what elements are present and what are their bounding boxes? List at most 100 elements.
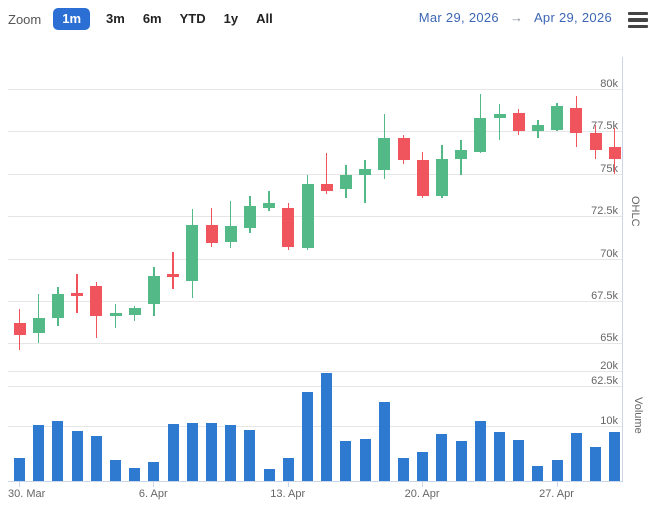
x-axis-tick [153,481,155,487]
volume-bar[interactable] [513,440,525,481]
right-axis-line [622,57,623,481]
hamburger-menu-icon[interactable] [628,12,648,28]
candle[interactable] [320,183,333,191]
price-grid-line [8,385,622,387]
price-tick-label: 77.5k [591,120,618,133]
volume-bar[interactable] [263,468,275,481]
range-button-1y[interactable]: 1y [222,8,240,30]
candle[interactable] [589,133,602,151]
volume-bar[interactable] [225,425,237,481]
candle[interactable] [282,207,295,247]
volume-bar[interactable] [167,423,179,481]
candle[interactable] [109,312,122,317]
candle[interactable] [51,294,64,318]
volume-bar[interactable] [398,458,409,481]
volume-bar[interactable] [551,460,563,481]
range-button-3m[interactable]: 3m [104,8,127,30]
zoom-label: Zoom [8,11,42,27]
volume-tick-label: 10k [600,415,618,427]
volume-bar[interactable] [14,457,25,481]
date-from-input[interactable]: Mar 29, 2026 [418,10,499,25]
candle[interactable] [263,202,276,208]
volume-bar[interactable] [494,432,505,481]
price-tick-label: 72.5k [591,205,618,218]
candle[interactable] [301,183,314,249]
volume-bar[interactable] [532,465,544,481]
volume-bar[interactable] [282,458,294,481]
price-axis-title: OHLC [629,196,641,227]
candle[interactable] [339,175,352,190]
volume-bar[interactable] [590,447,601,481]
candle[interactable] [147,275,160,305]
x-tick-label: 30. Mar [8,488,46,500]
volume-bar[interactable] [33,425,45,481]
volume-bar[interactable] [302,391,313,481]
price-grid-line [8,131,622,133]
volume-bar[interactable] [244,429,256,481]
volume-bar[interactable] [206,423,217,481]
volume-bar[interactable] [186,423,198,481]
volume-bar[interactable] [129,468,141,481]
candle[interactable] [455,150,468,159]
price-tick-label: 62.5k [591,374,618,387]
candle-wick [498,104,501,140]
candle[interactable] [167,273,180,278]
candle[interactable] [435,158,448,196]
candle[interactable] [397,138,410,161]
x-tick-label: 27. Apr [539,488,574,500]
candle[interactable] [71,292,84,296]
volume-bar[interactable] [71,430,83,481]
candle-wick [229,200,232,249]
x-axis-tick [19,481,20,487]
range-button-ytd[interactable]: YTD [178,8,208,30]
candle[interactable] [474,117,487,152]
volume-bar[interactable] [436,434,448,481]
volume-bar[interactable] [455,441,467,481]
candle[interactable] [416,160,429,196]
range-button-all[interactable]: All [254,8,275,30]
candle[interactable] [512,112,525,132]
candle[interactable] [359,168,372,176]
volume-bar[interactable] [52,420,64,481]
candle-wick [268,190,270,212]
candlestick-volume-chart: 80k 77.5k 75k 72.5k 70k 67.5k 65k 62.5k 20k 10k 30… [0,36,655,507]
volume-bar[interactable] [474,420,486,481]
candle[interactable] [205,224,218,244]
volume-bar[interactable] [378,402,390,481]
candle[interactable] [378,138,391,171]
volume-bar[interactable] [110,460,121,481]
price-tick-label: 65k [600,332,618,345]
candle[interactable] [551,105,564,130]
candle[interactable] [13,323,26,335]
volume-bar[interactable] [148,461,160,481]
range-button-6m[interactable]: 6m [141,8,164,30]
x-axis-tick [556,481,558,487]
price-tick-label: 75k [600,162,618,175]
candle-wick [325,153,328,195]
candle[interactable] [128,307,141,315]
x-tick-label: 6. Apr [138,488,168,500]
candle[interactable] [90,285,103,317]
candle[interactable] [608,146,621,159]
range-button-1m[interactable]: 1m [53,8,91,30]
candle-wick [172,251,174,290]
range-selector-toolbar: Zoom 1m 3m 6m YTD 1y All Mar 29, 2026 → Apr 2… [0,0,655,36]
candle[interactable] [243,206,256,229]
x-tick-label: 20. Apr [404,488,440,500]
volume-bar[interactable] [321,373,333,481]
candle[interactable] [186,224,199,281]
candle[interactable] [531,124,544,132]
candle[interactable] [570,107,583,134]
candle[interactable] [224,226,237,242]
candle[interactable] [32,317,45,334]
volume-bar[interactable] [90,435,102,481]
volume-bar[interactable] [340,440,352,481]
candle[interactable] [493,114,506,118]
volume-bar[interactable] [359,439,371,481]
volume-bar[interactable] [417,452,429,481]
price-grid-line [8,301,622,302]
volume-bar[interactable] [609,431,621,481]
volume-bar[interactable] [570,433,582,481]
date-to-input[interactable]: Apr 29, 2026 [533,10,612,25]
price-grid-line [8,173,622,175]
